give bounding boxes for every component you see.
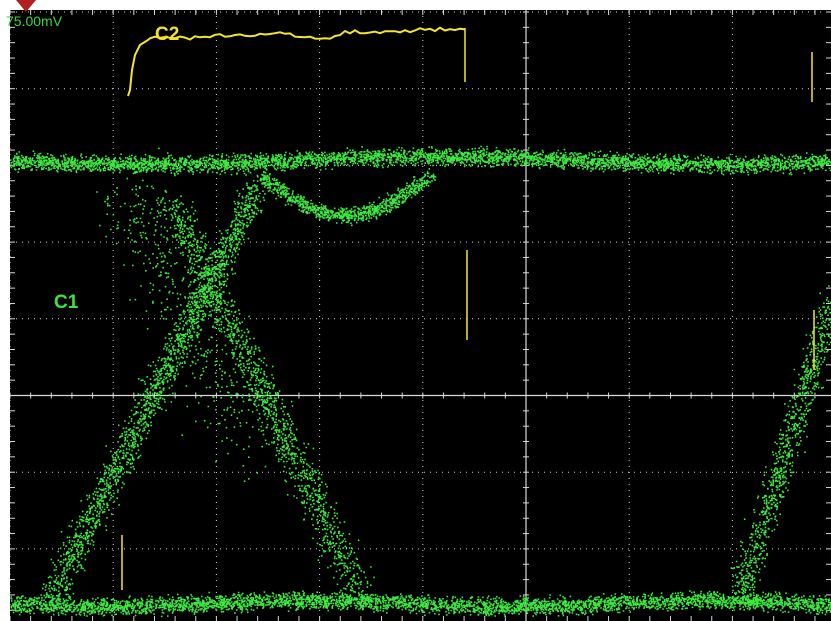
waveform-display: [10, 10, 831, 621]
graticule: [10, 10, 831, 621]
channel-2-label: C2: [155, 24, 180, 45]
c1-persistence-trace: [10, 145, 831, 618]
channel-1-label: C1: [54, 292, 79, 313]
c2-waveform: [121, 26, 815, 590]
scope-display: [10, 10, 831, 621]
c1-waveform: [10, 145, 831, 618]
c2-trace: [127, 26, 466, 97]
trigger-marker-icon[interactable]: [16, 0, 36, 12]
trigger-level-readout: 75.00mV: [6, 13, 63, 29]
